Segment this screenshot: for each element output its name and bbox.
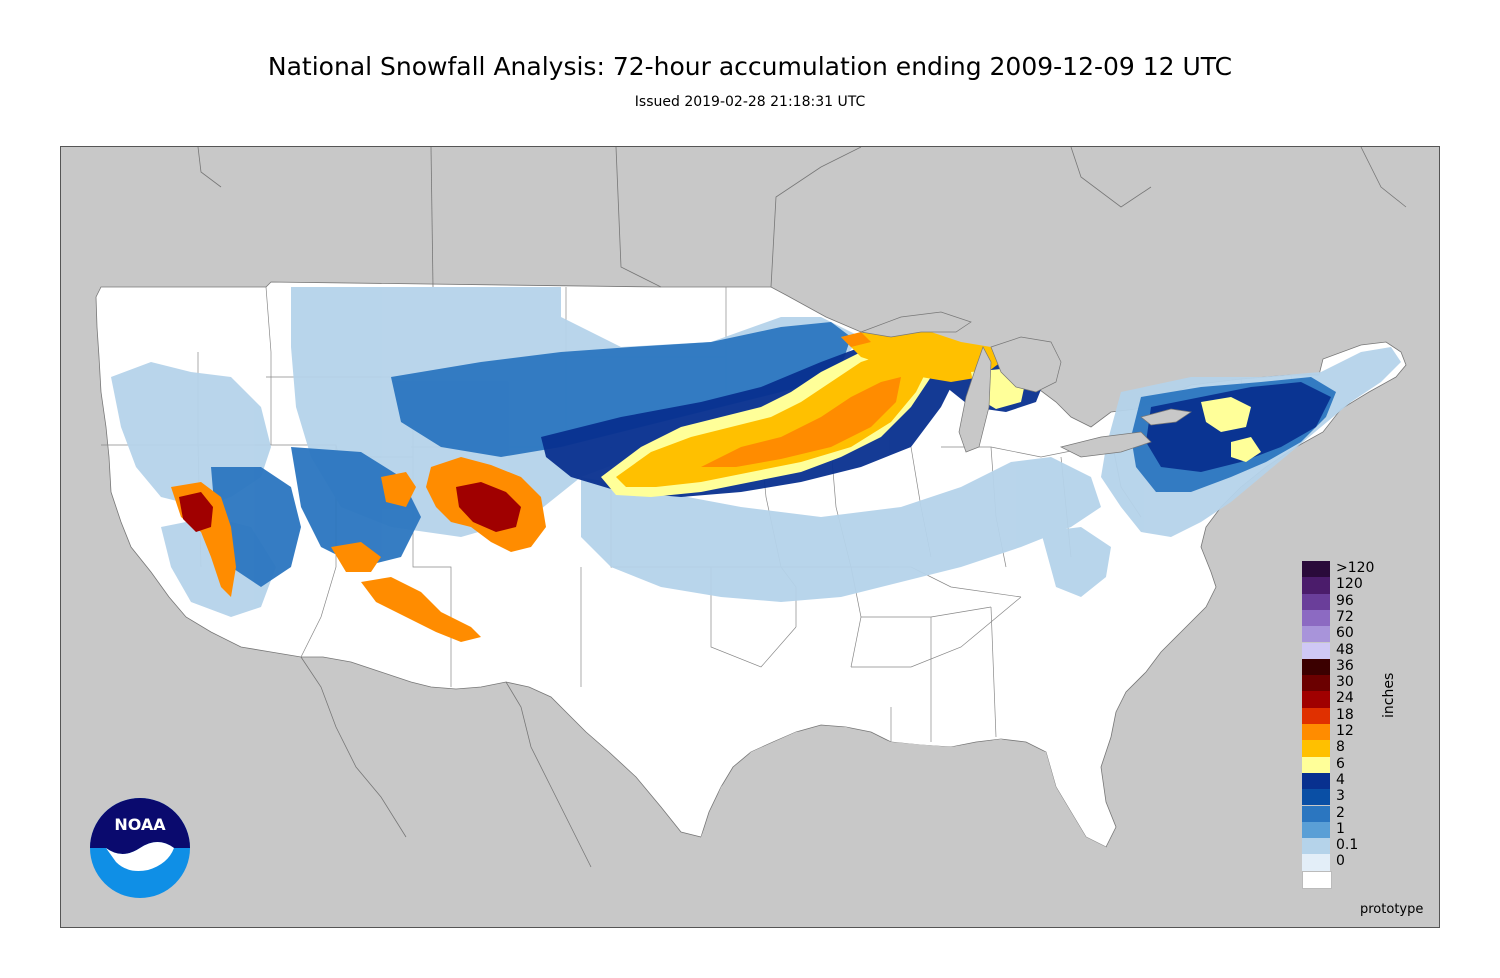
snowfall-map: [95, 147, 1407, 927]
map-frame: [60, 146, 1440, 928]
legend-label: 36: [1336, 657, 1354, 674]
legend-swatch: [1302, 724, 1330, 741]
legend-swatch: [1302, 740, 1330, 757]
legend-label: 96: [1336, 592, 1354, 609]
legend-swatch: [1302, 838, 1330, 855]
legend-swatch: [1302, 675, 1330, 692]
great-lakes: [859, 311, 1192, 458]
legend-swatch: [1302, 789, 1330, 806]
legend-swatch: [1302, 821, 1330, 839]
legend-swatch: [1302, 593, 1330, 610]
legend-label: 3: [1336, 788, 1345, 805]
legend-label: 8: [1336, 739, 1345, 756]
legend-label: 12: [1336, 723, 1354, 739]
legend-swatch: [1302, 870, 1332, 889]
noaa-logo-text: NOAA: [114, 815, 166, 834]
legend-label: 4: [1336, 771, 1345, 788]
noaa-logo: NOAA: [88, 796, 192, 900]
legend-unit-label: inches: [1381, 672, 1397, 718]
legend-label: 72: [1336, 608, 1354, 625]
prototype-watermark: prototype: [1360, 902, 1424, 917]
noaa-logo-graphic: NOAA: [90, 798, 190, 898]
legend-swatch: [1302, 642, 1330, 659]
snow-west-mountains: [171, 332, 871, 642]
legend-label: 1: [1336, 820, 1345, 837]
legend-label: 18: [1336, 706, 1354, 723]
gulf-of-mexico: [701, 727, 1121, 927]
legend-swatch: [1302, 561, 1330, 578]
legend-label: 60: [1336, 625, 1354, 642]
legend-swatch: [1302, 691, 1330, 708]
map-title: National Snowfall Analysis: 72-hour accu…: [267, 52, 1233, 81]
legend-label: 30: [1336, 674, 1354, 691]
legend-swatch: [1302, 772, 1330, 790]
legend-label: 0: [1336, 853, 1345, 870]
legend-swatch: [1302, 756, 1330, 773]
legend-label: 24: [1336, 690, 1354, 707]
legend-label: >120: [1336, 560, 1375, 576]
legend-swatch: [1302, 854, 1330, 871]
legend-label: 2: [1336, 804, 1345, 821]
legend-swatch: [1302, 707, 1330, 724]
legend-label: 120: [1336, 576, 1363, 593]
issued-timestamp: Issued 2019-02-28 21:18:31 UTC: [634, 94, 866, 110]
legend-swatch: [1302, 805, 1330, 822]
legend-swatch: [1302, 609, 1330, 627]
legend-label: 48: [1336, 641, 1354, 658]
legend-swatch: [1302, 658, 1330, 676]
legend-swatch: [1302, 626, 1330, 643]
legend-label: 6: [1336, 755, 1345, 772]
legend-swatch: [1302, 577, 1330, 594]
legend-label: 0.1: [1336, 837, 1359, 854]
